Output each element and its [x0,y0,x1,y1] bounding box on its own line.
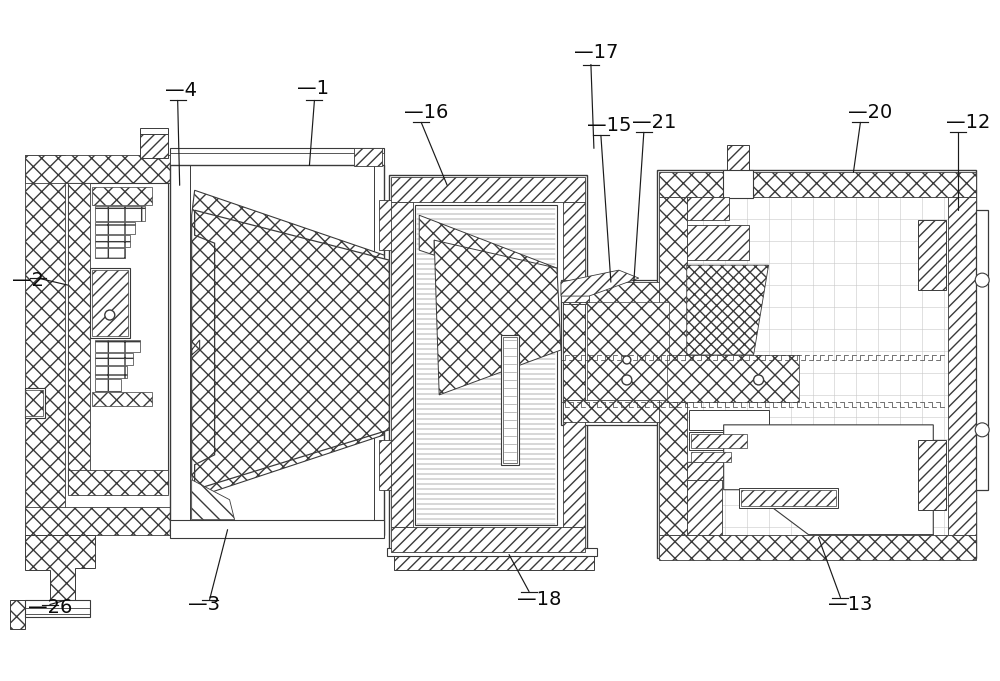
Bar [739,488,838,508]
Bar [501,335,519,464]
Bar [689,410,769,430]
Text: —20: —20 [848,103,893,122]
Bar [95,353,133,365]
Bar [357,153,379,193]
Polygon shape [724,425,933,535]
Bar [723,170,753,198]
Bar [415,205,557,524]
Bar [387,548,597,556]
Polygon shape [195,210,389,490]
Text: —21: —21 [632,113,676,132]
Bar [379,200,394,250]
Bar [140,129,168,134]
Bar [691,452,731,462]
Polygon shape [419,215,557,290]
Text: —15: —15 [587,116,631,135]
Bar [587,302,669,400]
Bar [25,390,43,416]
Bar [563,202,585,526]
Bar [25,388,45,418]
Bar [25,599,90,618]
Polygon shape [687,197,729,220]
Bar [976,210,988,490]
Circle shape [105,310,115,320]
Bar [563,304,585,400]
Bar [25,155,190,183]
Bar [394,552,594,569]
Bar [68,470,168,494]
Text: —16: —16 [404,103,449,122]
Bar [95,379,121,391]
Bar [691,434,747,448]
Text: —26: —26 [28,598,72,617]
Polygon shape [10,535,95,629]
Bar [503,337,517,463]
Bar [25,507,190,535]
Bar [95,340,140,352]
Polygon shape [687,265,769,355]
Bar [140,130,168,159]
Polygon shape [687,225,749,260]
Polygon shape [667,355,799,402]
Bar [948,197,976,535]
Bar [659,172,976,197]
Polygon shape [192,190,389,498]
Bar [563,282,669,304]
Bar [687,479,722,535]
Bar [170,153,384,165]
Bar [561,280,671,425]
Bar [170,165,384,535]
Bar [918,440,946,509]
Bar [659,535,976,560]
Bar [379,440,394,490]
Text: —2: —2 [12,270,44,289]
Polygon shape [561,270,639,296]
Bar [95,248,125,258]
Bar [95,206,145,221]
Text: —1: —1 [297,79,329,98]
Bar [92,187,152,205]
Polygon shape [192,479,235,520]
Bar [170,148,384,166]
Bar [657,170,976,558]
Text: —13: —13 [828,595,873,614]
Text: —4: —4 [165,81,197,100]
Bar [659,197,687,535]
Circle shape [754,375,764,385]
Bar [687,462,926,479]
Bar [727,145,749,173]
Bar [95,235,130,247]
Text: —17: —17 [574,43,618,62]
Bar [95,366,127,378]
Bar [68,183,90,493]
Bar [918,220,946,290]
Circle shape [622,375,632,385]
Bar [95,222,135,234]
Bar [92,392,152,406]
Bar [354,148,382,166]
Polygon shape [434,240,561,395]
Bar [391,526,585,552]
Bar [389,175,587,552]
Text: —18: —18 [517,590,561,609]
Bar [563,400,669,422]
Polygon shape [561,280,589,302]
Bar [391,177,585,202]
Text: —12: —12 [946,113,991,132]
Bar [68,183,168,493]
Circle shape [975,423,989,437]
Circle shape [975,273,989,287]
Circle shape [623,356,631,364]
Bar [741,490,836,506]
Bar [391,202,413,526]
Bar [92,270,128,336]
Bar [90,268,130,338]
Bar [170,520,384,537]
Bar [689,432,749,449]
Bar [25,155,65,545]
Text: —3: —3 [188,595,220,614]
